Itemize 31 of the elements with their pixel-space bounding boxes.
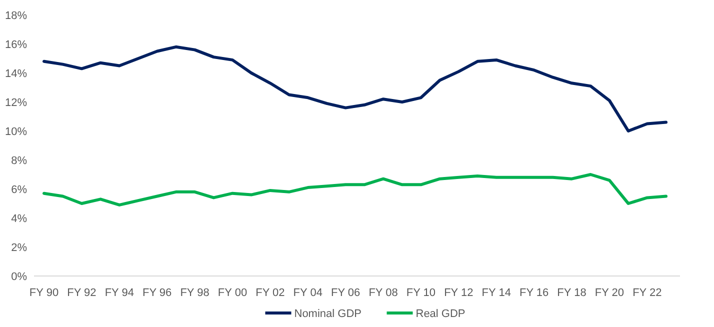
y-tick-label: 0% — [11, 270, 28, 283]
y-tick-label: 10% — [4, 126, 28, 138]
x-tick-label: FY 04 — [293, 287, 322, 299]
x-tick-label: FY 96 — [142, 287, 172, 299]
y-tick-label: 2% — [11, 242, 28, 254]
y-tick-label: 8% — [11, 154, 28, 167]
line-series — [42, 173, 668, 206]
x-tick-label: FY 10 — [406, 287, 436, 299]
x-tick-label: FY 16 — [519, 287, 549, 299]
legend-label: Real GDP — [416, 308, 466, 320]
x-tick-label: FY 14 — [482, 287, 511, 299]
x-tick-label: FY 08 — [368, 287, 398, 299]
x-tick-label: FY 02 — [256, 287, 285, 299]
x-tick-label: FY 12 — [444, 287, 474, 299]
x-tick-label: FY 00 — [218, 287, 248, 299]
y-tick-label: 6% — [11, 184, 28, 196]
x-tick-label: FY 06 — [331, 287, 360, 299]
x-tick-label: FY 92 — [67, 287, 96, 299]
x-tick-label: FY 20 — [594, 287, 624, 299]
x-tick-label: FY 18 — [557, 287, 586, 299]
y-tick-label: 14% — [4, 68, 28, 80]
y-tick-label: 18% — [4, 10, 28, 22]
y-tick-label: 16% — [4, 38, 28, 51]
x-tick-label: FY 94 — [104, 287, 134, 299]
y-tick-label: 12% — [4, 96, 28, 109]
y-tick-label: 4% — [11, 212, 28, 225]
x-tick-label: FY 98 — [180, 287, 210, 299]
line-series — [42, 45, 668, 132]
x-tick-label: FY 22 — [632, 287, 662, 299]
x-tick-label: FY 90 — [29, 287, 59, 299]
legend-label: Nominal GDP — [294, 308, 362, 320]
